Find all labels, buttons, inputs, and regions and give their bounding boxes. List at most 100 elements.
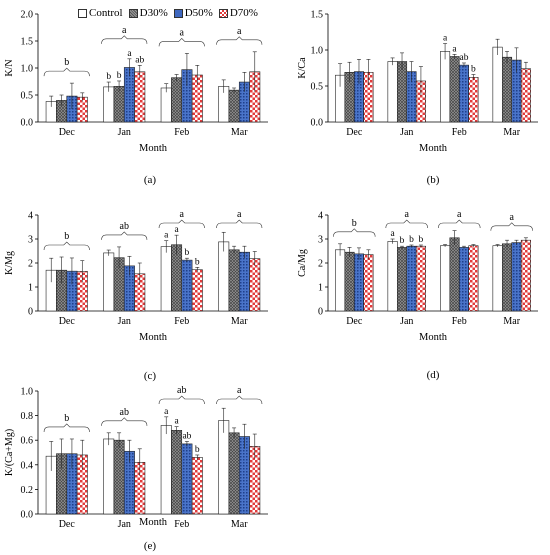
group-bracket bbox=[43, 241, 90, 251]
group-bracket bbox=[385, 219, 428, 229]
x-tick-label: Mar bbox=[503, 316, 520, 327]
x-tick-label: Feb bbox=[452, 316, 467, 327]
bar-d50-feb bbox=[181, 443, 193, 515]
x-tick-label: Feb bbox=[452, 127, 467, 138]
x-tick-label: Dec bbox=[346, 127, 363, 138]
y-tick-label: 0.0 bbox=[21, 510, 34, 521]
y-tick-label: 0.0 bbox=[311, 118, 324, 129]
group-bracket bbox=[333, 228, 376, 237]
bar-control-jan bbox=[103, 438, 115, 515]
y-tick-label: 1.5 bbox=[21, 37, 34, 48]
y-tick-label: 0.0 bbox=[21, 118, 34, 129]
group-bracket bbox=[43, 67, 90, 77]
bar-d30-feb bbox=[449, 237, 460, 312]
y-tick-label: 2.0 bbox=[21, 10, 34, 21]
y-tick-label: 0 bbox=[28, 307, 33, 318]
y-tick-label: 2 bbox=[28, 259, 33, 270]
x-axis-label: Month bbox=[419, 143, 448, 154]
legend-label-control: Control bbox=[89, 7, 123, 19]
legend-swatch-d30 bbox=[128, 8, 138, 18]
legend-label-d30: D30% bbox=[139, 7, 168, 19]
significance-letter: a bbox=[164, 231, 169, 241]
group-letter: a bbox=[510, 212, 515, 223]
y-tick-label: 0.5 bbox=[311, 82, 324, 93]
significance-letter: a bbox=[174, 417, 179, 427]
x-axis-label: Month bbox=[419, 332, 448, 343]
legend-item-d50: D50% bbox=[173, 6, 213, 20]
x-axis-label: Month bbox=[139, 332, 168, 343]
significance-letter: b bbox=[419, 235, 424, 245]
bar-d50-feb bbox=[458, 64, 469, 123]
significance-letter: a bbox=[390, 229, 395, 239]
bar-d70-jan bbox=[134, 71, 146, 123]
bar-d70-feb bbox=[468, 245, 479, 312]
legend-swatch-d50 bbox=[173, 8, 183, 18]
bar-control-mar bbox=[492, 245, 503, 312]
y-tick-label: 1.0 bbox=[21, 64, 34, 75]
significance-letter: a bbox=[164, 407, 169, 417]
bar-d30-mar bbox=[228, 249, 240, 312]
y-tick-label: 0 bbox=[318, 307, 323, 318]
y-axis-label: K/N bbox=[4, 59, 15, 76]
y-axis-label: Ca/Mg bbox=[297, 249, 308, 277]
bar-control-jan bbox=[387, 241, 398, 312]
legend: Control D30% D50% D70% bbox=[78, 6, 258, 20]
group-letter: a bbox=[237, 26, 242, 37]
y-tick-label: 0.4 bbox=[21, 460, 34, 471]
bar-d30-feb bbox=[449, 56, 460, 123]
x-tick-label: Feb bbox=[174, 316, 189, 327]
panel-label: (c) bbox=[144, 370, 157, 382]
panel-label: (d) bbox=[427, 369, 440, 381]
x-tick-label: Jan bbox=[118, 316, 131, 327]
bar-d30-mar bbox=[228, 432, 240, 515]
x-tick-label: Dec bbox=[59, 127, 76, 138]
bar-d70-dec bbox=[363, 254, 374, 312]
x-tick-label: Jan bbox=[400, 316, 413, 327]
bar-d70-jan bbox=[415, 245, 426, 312]
group-letter: ab bbox=[177, 385, 186, 396]
bar-control-feb bbox=[160, 87, 172, 123]
bar-control-feb bbox=[440, 245, 451, 312]
panel-label: (b) bbox=[427, 174, 440, 186]
bar-control-mar bbox=[218, 420, 230, 515]
x-tick-label: Mar bbox=[503, 127, 520, 138]
x-axis-label: Month bbox=[139, 517, 168, 528]
bar-d70-feb bbox=[191, 457, 203, 515]
x-axis-label: Month bbox=[139, 143, 168, 154]
bar-control-mar bbox=[218, 241, 230, 312]
bar-control-feb bbox=[160, 425, 172, 515]
significance-letter: b bbox=[409, 235, 414, 245]
bar-d30-dec bbox=[344, 251, 355, 312]
legend-swatch-control bbox=[78, 8, 87, 18]
legend-label-d50: D50% bbox=[184, 7, 213, 19]
group-bracket bbox=[490, 222, 533, 231]
significance-letter: a bbox=[443, 34, 448, 44]
significance-letter: b bbox=[106, 72, 111, 82]
group-letter: b bbox=[64, 413, 69, 424]
bar-d70-mar bbox=[249, 258, 261, 312]
x-tick-label: Feb bbox=[174, 127, 189, 138]
group-bracket bbox=[43, 423, 90, 432]
significance-letter: a bbox=[174, 225, 179, 235]
bar-d30-feb bbox=[171, 430, 183, 515]
significance-letter: b bbox=[471, 64, 476, 74]
y-tick-label: 4 bbox=[318, 211, 323, 222]
group-letter: a bbox=[237, 209, 242, 220]
group-bracket bbox=[438, 219, 481, 229]
panel-label: (a) bbox=[144, 174, 157, 186]
bar-control-feb bbox=[160, 246, 172, 312]
y-tick-label: 2 bbox=[318, 259, 323, 270]
group-letter: b bbox=[64, 231, 69, 242]
y-tick-label: 1.0 bbox=[21, 387, 34, 398]
x-tick-label: Dec bbox=[59, 519, 76, 530]
significance-letter: ab bbox=[459, 53, 468, 63]
bar-control-jan bbox=[103, 252, 115, 312]
panel-label: (e) bbox=[144, 540, 157, 552]
y-axis-label: K/Ca bbox=[297, 57, 308, 79]
bar-d30-feb bbox=[171, 244, 183, 312]
y-tick-label: 3 bbox=[28, 235, 33, 246]
